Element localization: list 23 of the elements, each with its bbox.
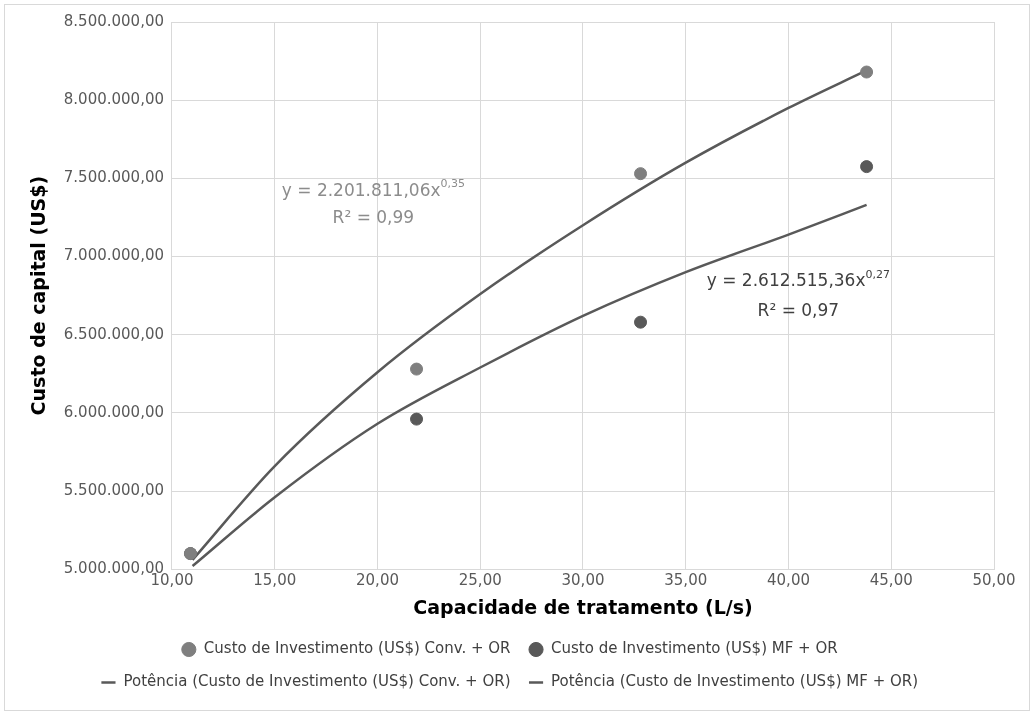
- y-tick-label: 6.000.000,00: [63, 402, 164, 421]
- legend-label: Custo de Investimento (US$) Conv. + OR: [203, 639, 511, 658]
- x-tick-label: 45,00: [869, 571, 913, 590]
- legend-label: Potência (Custo de Investimento (US$) MF + OR): [551, 672, 919, 691]
- annotation: R² = 0,99: [332, 207, 415, 228]
- y-tick-label: 5.500.000,00: [63, 480, 164, 499]
- x-tick-label: 30,00: [561, 571, 605, 590]
- x-axis-title: Capacidade de tratamento (L/s): [413, 595, 753, 618]
- x-tick-label: 15,00: [253, 571, 297, 590]
- legend-label: Potência (Custo de Investimento (US$) Conv. + OR): [123, 672, 511, 691]
- legend-label: Custo de Investimento (US$) MF + OR: [551, 639, 838, 658]
- y-tick-label: 7.000.000,00: [63, 246, 164, 265]
- annotation: R² = 0,97: [757, 300, 840, 321]
- y-tick-label: 8.500.000,00: [63, 11, 164, 30]
- x-tick-label: 35,00: [664, 571, 708, 590]
- x-tick-label: 50,00: [972, 571, 1016, 590]
- x-tick-label: 40,00: [767, 571, 810, 590]
- x-tick-label: 20,00: [356, 571, 399, 590]
- y-tick-label: 6.500.000,00: [63, 324, 164, 343]
- y-axis-title: Custo de capital (US$): [27, 175, 50, 416]
- y-tick-label: 8.000.000,00: [63, 90, 164, 109]
- y-tick-label: 7.500.000,00: [63, 168, 164, 187]
- x-tick-label: 25,00: [458, 571, 502, 590]
